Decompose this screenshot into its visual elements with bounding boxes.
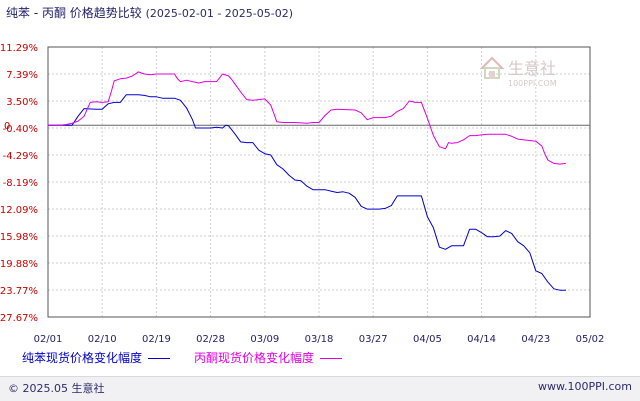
legend: 纯苯现货价格变化幅度 丙酮现货价格变化幅度 — [22, 349, 366, 366]
watermark-logo-svg: 生意社 100PPI.COM — [479, 56, 557, 88]
x-tick-label: 05/02 — [576, 334, 605, 345]
y-tick-label: -23.77% — [0, 286, 38, 297]
chart-title-text: 纯苯 - 丙酮 价格趋势比较 — [6, 6, 142, 20]
chart-date-range: (2025-02-01 - 2025-05-02) — [145, 7, 294, 20]
y-tick-label: -15.98% — [0, 232, 38, 243]
y-tick-label: -27.67% — [0, 313, 38, 324]
y-zero-label: 0 — [4, 121, 10, 132]
x-tick-label: 04/14 — [467, 334, 496, 345]
series-line-benzene — [48, 94, 566, 291]
copyright-text: © 2025.05 生意社 — [8, 382, 105, 395]
x-tick-label: 02/19 — [142, 334, 171, 345]
watermark-logo: 生意社 100PPI.COM — [478, 54, 578, 98]
x-tick-label: 02/10 — [88, 334, 117, 345]
x-tick-label: 04/23 — [521, 334, 550, 345]
y-tick-label: -8.19% — [3, 178, 38, 189]
x-tick-label: 02/01 — [34, 334, 63, 345]
series-layer — [48, 71, 566, 291]
y-tick-label: 3.50% — [6, 97, 38, 108]
series-line-acetone — [48, 71, 566, 165]
plot-frame — [47, 46, 591, 318]
footer-url-link[interactable]: www.100PPI.com — [538, 380, 632, 393]
x-tick-label: 03/27 — [359, 334, 388, 345]
footer-band — [0, 376, 640, 401]
y-tick-label: -19.88% — [0, 259, 38, 270]
legend-swatch-acetone — [320, 358, 343, 359]
legend-label-acetone: 丙酮现货价格变化幅度 — [194, 351, 315, 365]
y-tick-label: 7.39% — [6, 70, 38, 81]
x-tick-label: 03/09 — [250, 334, 279, 345]
x-tick-label: 02/28 — [196, 334, 225, 345]
legend-label-benzene: 纯苯现货价格变化幅度 — [22, 351, 143, 365]
legend-item-benzene: 纯苯现货价格变化幅度 — [22, 349, 194, 366]
chart-title: 纯苯 - 丙酮 价格趋势比较 (2025-02-01 - 2025-05-02) — [6, 4, 293, 21]
y-tick-label: -4.29% — [3, 151, 38, 162]
x-tick-label: 03/18 — [305, 334, 334, 345]
watermark-subtext: 100PPI.COM — [508, 79, 557, 88]
line-chart: 11.29% 7.39% 3.50% -0.40% -4.29% -8.19% -12.09… — [0, 43, 604, 345]
y-tick-label: -12.09% — [0, 205, 38, 216]
legend-swatch-benzene — [148, 358, 171, 359]
y-tick-label: 11.29% — [0, 43, 38, 54]
legend-item-acetone: 丙酮现货价格变化幅度 — [194, 349, 366, 366]
grid-layer — [47, 46, 591, 318]
watermark-text: 生意社 — [508, 59, 556, 78]
axis-layer: 11.29% 7.39% 3.50% -0.40% -4.29% -8.19% -12.09… — [0, 43, 604, 345]
x-tick-label: 04/05 — [413, 334, 442, 345]
y-tick-label: -0.40% — [3, 124, 38, 135]
